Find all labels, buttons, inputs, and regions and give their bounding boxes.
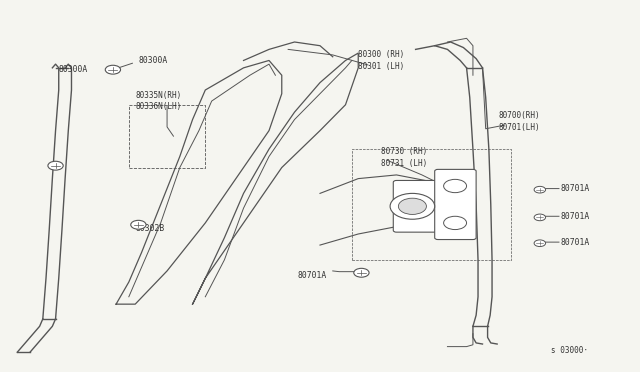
Text: 80701A: 80701A — [298, 271, 327, 280]
Circle shape — [131, 220, 146, 229]
Text: s 03000·: s 03000· — [550, 346, 588, 355]
Text: 80300A: 80300A — [59, 65, 88, 74]
Text: 80701A: 80701A — [561, 184, 590, 193]
FancyBboxPatch shape — [394, 180, 463, 232]
Circle shape — [354, 268, 369, 277]
FancyBboxPatch shape — [435, 169, 476, 240]
Circle shape — [398, 198, 426, 214]
Circle shape — [534, 240, 545, 247]
Text: 80701A: 80701A — [561, 212, 590, 221]
Text: 80300A: 80300A — [138, 56, 168, 65]
Circle shape — [534, 186, 545, 193]
Circle shape — [48, 161, 63, 170]
Circle shape — [534, 214, 545, 221]
Circle shape — [390, 193, 435, 219]
Circle shape — [105, 65, 120, 74]
Text: 80300 (RH)
80301 (LH): 80300 (RH) 80301 (LH) — [358, 50, 404, 71]
Text: 80335N(RH)
80336N(LH): 80335N(RH) 80336N(LH) — [135, 91, 182, 112]
Text: 80701A: 80701A — [561, 238, 590, 247]
Circle shape — [444, 216, 467, 230]
Circle shape — [444, 179, 467, 193]
Text: 80700(RH)
80701(LH): 80700(RH) 80701(LH) — [499, 111, 540, 132]
Text: 80730 (RH)
80731 (LH): 80730 (RH) 80731 (LH) — [381, 147, 427, 168]
Text: 80302B: 80302B — [135, 224, 164, 233]
